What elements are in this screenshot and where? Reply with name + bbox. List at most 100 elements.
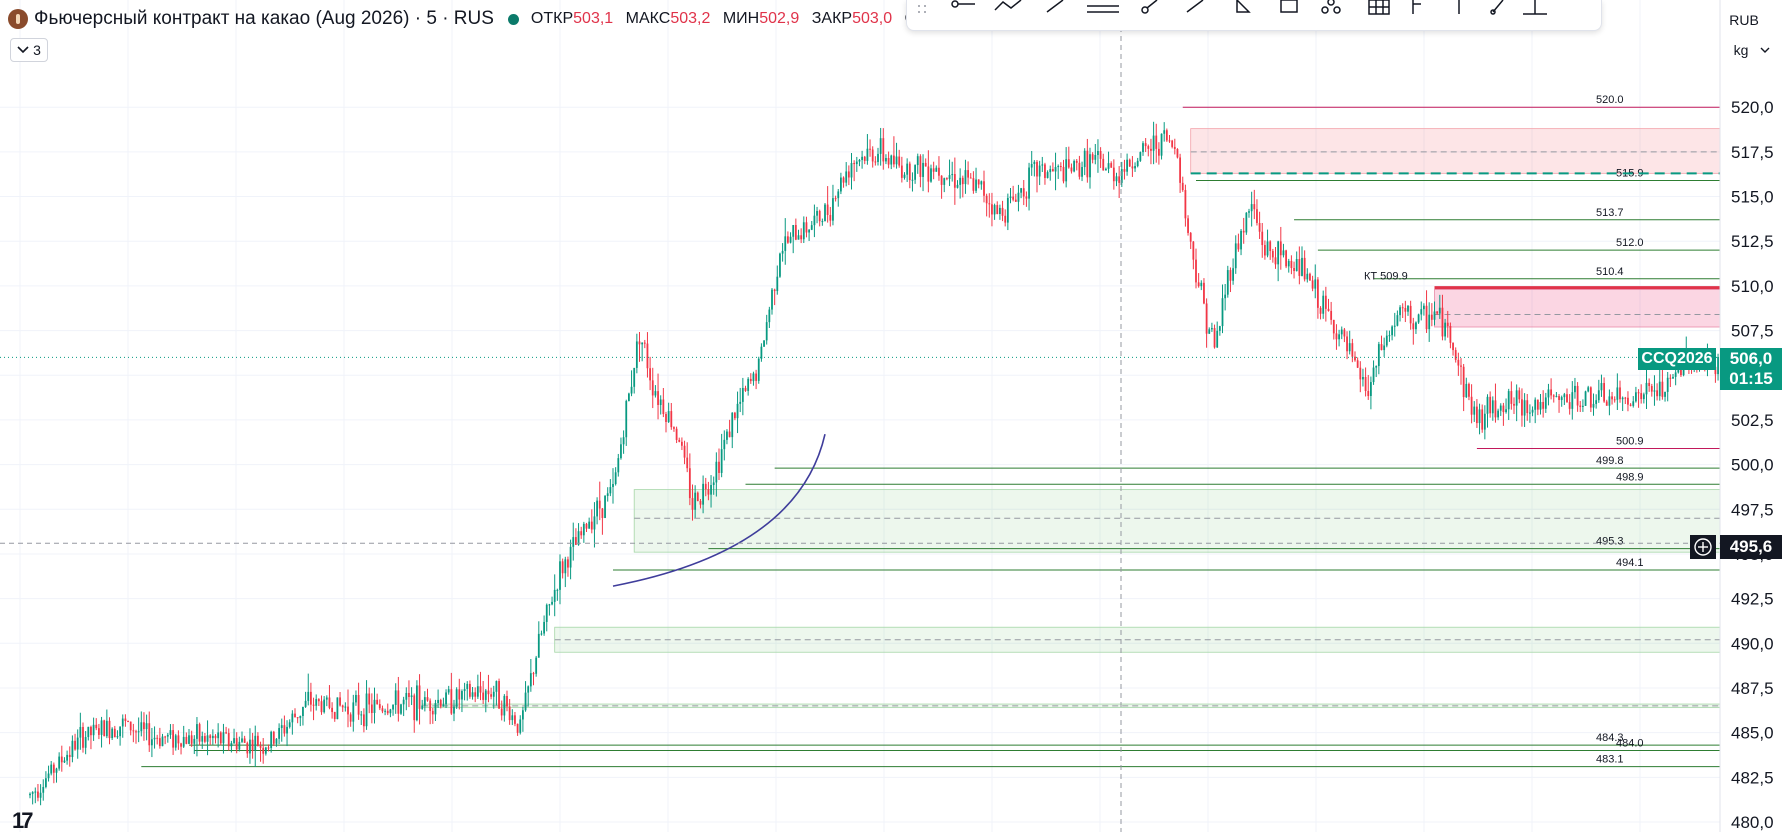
candle-body — [1094, 155, 1097, 160]
candle-body — [861, 156, 863, 161]
candle-body — [1603, 383, 1605, 402]
candle-body — [545, 604, 548, 622]
trend-path-icon[interactable] — [994, 0, 1022, 11]
candle-body — [1134, 166, 1136, 169]
candle-body — [103, 720, 106, 737]
candle-body — [185, 736, 188, 744]
candle-body — [413, 695, 416, 721]
horizontal-ray-icon[interactable] — [951, 0, 975, 8]
candle-body — [1592, 403, 1595, 408]
candle-body — [1067, 159, 1070, 168]
candle-body — [1022, 188, 1025, 197]
candle-body — [614, 472, 617, 485]
candle-body — [1232, 268, 1234, 281]
indicators-toggle-button[interactable]: 3 — [10, 38, 48, 62]
drag-handle-icon[interactable] — [918, 5, 926, 13]
candle-body — [1131, 166, 1134, 169]
curve-drawing[interactable] — [612, 434, 826, 587]
candle-body — [323, 699, 326, 713]
y-tick-label: 485,0 — [1731, 724, 1774, 743]
candle-body — [161, 736, 164, 747]
candle-body — [694, 492, 697, 510]
candle-body — [1449, 326, 1452, 343]
candle-body — [1597, 390, 1600, 401]
candle-body — [686, 457, 689, 469]
candle-body — [511, 715, 514, 721]
candle-body — [325, 697, 328, 700]
y-tick-label: 520,0 — [1731, 98, 1774, 117]
candle-body — [1248, 211, 1250, 213]
candle-body — [1574, 385, 1576, 393]
candle-body — [1192, 241, 1195, 260]
ray-icon[interactable] — [1141, 0, 1158, 14]
candle-body — [193, 738, 196, 744]
candle-body — [590, 521, 593, 530]
candle-body — [969, 177, 972, 179]
candle-body — [1359, 367, 1362, 380]
fib-icon[interactable] — [1412, 0, 1421, 14]
candle-body — [246, 742, 249, 754]
candle-body — [1478, 409, 1481, 424]
candle-body — [1181, 182, 1184, 191]
anchor-line-icon[interactable] — [1523, 0, 1547, 15]
candle-body — [1059, 166, 1062, 168]
candle-body — [1624, 397, 1627, 399]
candle-body — [866, 148, 869, 161]
rectangle-icon[interactable] — [1280, 0, 1298, 13]
candle-body — [169, 730, 172, 735]
pen-icon[interactable] — [1490, 0, 1504, 15]
add-alert-plus-icon[interactable] — [1690, 535, 1716, 559]
candle-body — [532, 673, 535, 675]
candle-body — [1009, 196, 1012, 198]
candle-body — [977, 179, 980, 185]
candle-body — [1293, 267, 1295, 272]
candle-body — [1563, 394, 1566, 398]
candle-body — [500, 708, 503, 716]
candle-body — [1497, 410, 1499, 418]
candle-body — [1097, 151, 1099, 156]
candle-body — [1171, 140, 1174, 147]
candle-body — [853, 163, 856, 165]
candle-body — [262, 747, 265, 754]
candle-body — [1277, 241, 1280, 265]
candle-body — [900, 165, 903, 178]
candle-body — [524, 692, 527, 711]
currency-selector[interactable]: RUB — [1729, 12, 1759, 28]
candle-body — [1298, 259, 1301, 276]
tradingview-logo[interactable]: 17 — [12, 808, 34, 833]
price-axis[interactable] — [1720, 0, 1784, 832]
candle-body — [885, 158, 887, 162]
candle-body — [919, 156, 922, 177]
pattern-icon[interactable] — [1321, 0, 1341, 14]
candle-body — [1078, 162, 1081, 177]
candle-body — [439, 699, 442, 707]
symbol-title[interactable]: Фьючерсный контракт на какао (Aug 2026) … — [34, 8, 494, 29]
arrow-icon[interactable] — [1186, 0, 1204, 13]
candle-body — [1089, 154, 1091, 178]
chevron-down-icon — [17, 46, 29, 54]
trend-line-icon[interactable] — [1046, 0, 1064, 13]
parallel-channel-icon[interactable] — [1087, 5, 1119, 13]
candle-body — [1595, 400, 1598, 404]
candle-body — [1330, 310, 1333, 320]
candle-body — [1322, 295, 1325, 314]
candle-body — [723, 439, 726, 450]
candle-body — [108, 720, 111, 739]
unit-selector[interactable]: kg — [1726, 38, 1778, 62]
candle-body — [174, 735, 177, 748]
grid-table-icon[interactable] — [1368, 0, 1390, 15]
triangle-icon[interactable] — [1236, 0, 1251, 13]
candle-body — [1428, 314, 1431, 330]
candle-body — [1452, 342, 1454, 351]
candle-body — [890, 155, 893, 165]
candle-body — [996, 205, 999, 215]
candle-body — [503, 695, 506, 716]
candle-body — [1139, 152, 1142, 161]
candle-body — [1301, 257, 1303, 276]
candle-body — [816, 210, 818, 216]
candle-body — [1523, 400, 1526, 416]
candle-body — [408, 692, 410, 698]
candle-body — [1677, 368, 1680, 373]
candle-body — [479, 686, 482, 693]
